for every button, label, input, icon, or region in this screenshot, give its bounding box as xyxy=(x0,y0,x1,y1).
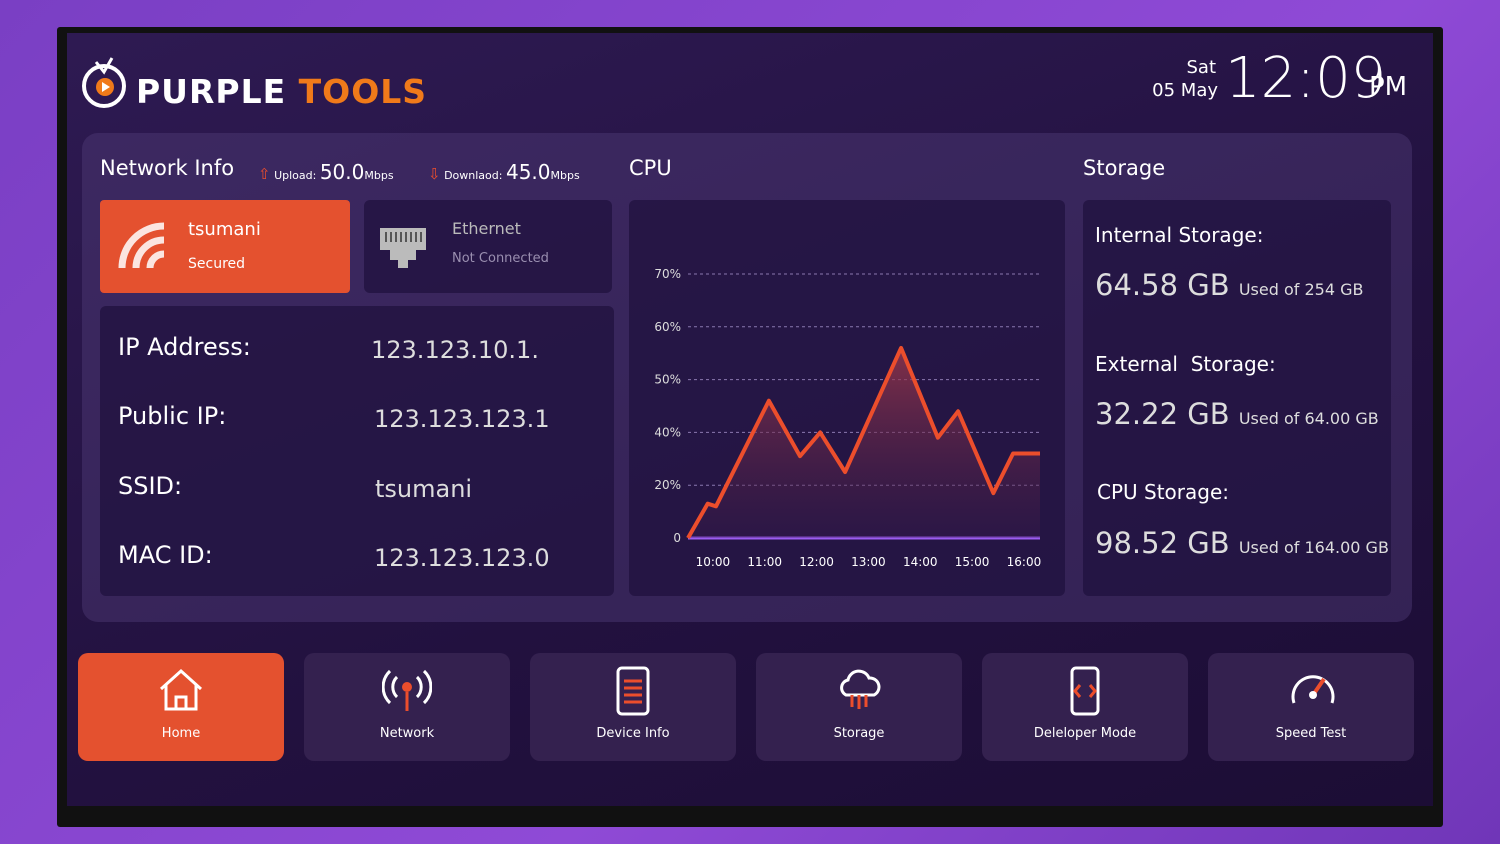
details-box: IP Address: 123.123.10.1. Public IP: 123… xyxy=(100,306,614,596)
total: Used of 164.00 GB xyxy=(1238,538,1389,557)
y-tick-label: 20% xyxy=(654,478,681,492)
logo-icon xyxy=(82,57,126,108)
used: 32.22 GB xyxy=(1095,397,1230,431)
download-unit: Mbps xyxy=(550,169,580,182)
nav-button[interactable]: Network xyxy=(304,653,510,761)
upload: ⇧ Upload: 50.0Mbps xyxy=(258,160,394,184)
detail-label: Public IP: xyxy=(118,402,227,430)
date: 05 May xyxy=(1152,80,1218,101)
nav-label: Network xyxy=(379,726,435,741)
x-tick-label: 10:00 xyxy=(696,555,731,569)
detail-value: 123.123.10.1. xyxy=(371,336,539,364)
home-icon xyxy=(159,668,203,711)
speed-icon xyxy=(1291,675,1335,704)
upload-unit: Mbps xyxy=(364,169,394,182)
detail-label: SSID: xyxy=(118,472,183,500)
ethernet-icon xyxy=(380,228,426,268)
brand-part2: TOOLS xyxy=(298,72,428,111)
storage-label: Internal Storage: xyxy=(1095,223,1264,247)
ampm: PM xyxy=(1369,72,1408,102)
download-label: Downlaod: xyxy=(444,169,503,182)
wifi-icon xyxy=(118,222,165,269)
total: Used of 64.00 GB xyxy=(1238,409,1379,428)
ethernet-card[interactable]: Ethernet Not Connected xyxy=(364,200,612,293)
ethernet-name: Ethernet xyxy=(452,219,521,238)
x-tick-label: 15:00 xyxy=(955,555,990,569)
storage-label: External Storage: xyxy=(1095,352,1276,376)
section-title: Network Info xyxy=(100,156,235,180)
nav-label: Storage xyxy=(833,726,885,741)
wifi-name: tsumani xyxy=(188,219,261,240)
nav-button[interactable]: Home xyxy=(78,653,284,761)
storage-used: 98.52 GB Used of 164.00 GB xyxy=(1095,526,1389,560)
upload-value: 50.0 xyxy=(319,160,365,184)
used: 64.58 GB xyxy=(1095,268,1230,302)
x-tick-label: 16:00 xyxy=(1007,555,1042,569)
total: Used of 254 GB xyxy=(1238,280,1364,299)
download-value: 45.0 xyxy=(505,160,551,184)
brand: PURPLE TOOLS xyxy=(136,72,427,111)
storage-used: 64.58 GB Used of 254 GB xyxy=(1095,268,1363,302)
x-tick-label: 13:00 xyxy=(851,555,886,569)
detail-value: 123.123.123.0 xyxy=(374,544,550,572)
detail-label: MAC ID: xyxy=(118,541,213,569)
y-tick-label: 50% xyxy=(654,373,681,387)
x-tick-label: 11:00 xyxy=(747,555,782,569)
used: 98.52 GB xyxy=(1095,526,1230,560)
ethernet-status: Not Connected xyxy=(452,251,549,266)
cpu-area xyxy=(688,347,1040,538)
y-tick-label: 70% xyxy=(654,267,681,281)
network-icon xyxy=(382,669,432,711)
nav-label: Home xyxy=(161,726,201,741)
storage-used: 32.22 GB Used of 64.00 GB xyxy=(1095,397,1379,431)
section-title: CPU xyxy=(629,156,672,180)
time: 12:09 xyxy=(1225,46,1387,111)
wifi-status: Secured xyxy=(188,256,246,272)
storage-box: Internal Storage: 64.58 GB Used of 254 G… xyxy=(1083,200,1391,596)
download: ⇩ Downlaod: 45.0Mbps xyxy=(428,160,580,184)
nav-label: Speed Test xyxy=(1275,726,1347,741)
detail-value: tsumani xyxy=(375,475,473,503)
device-icon xyxy=(616,666,650,716)
wifi-card[interactable]: tsumani Secured xyxy=(100,200,350,293)
nav-button[interactable]: Deleloper Mode xyxy=(982,653,1188,761)
cpu-line xyxy=(686,345,1040,539)
y-tick-label: 60% xyxy=(654,320,681,334)
day: Sat xyxy=(1186,57,1216,78)
y-tick-label: 40% xyxy=(654,425,681,439)
nav-button[interactable]: Device Info xyxy=(530,653,736,761)
nav-button[interactable]: Storage xyxy=(756,653,962,761)
section-title: Storage xyxy=(1083,156,1166,180)
cpu-chart: 0 20% 40% 50% 60% 70% 10:00 11:00 12:00 13:00 14:0… xyxy=(654,267,1042,569)
brand-part1: PURPLE xyxy=(136,72,287,111)
nav-button[interactable]: Speed Test xyxy=(1208,653,1414,761)
detail-value: 123.123.123.1 xyxy=(374,405,550,433)
upload-label: Upload: xyxy=(274,169,317,182)
x-tick-label: 12:00 xyxy=(799,555,834,569)
y-tick-label: 0 xyxy=(673,531,681,545)
detail-label: IP Address: xyxy=(118,333,251,361)
x-tick-label: 14:00 xyxy=(903,555,938,569)
nav-label: Deleloper Mode xyxy=(1033,726,1137,741)
storage-icon xyxy=(840,669,881,709)
nav-label: Device Info xyxy=(596,726,670,741)
developer-icon xyxy=(1070,666,1100,716)
storage-label: CPU Storage: xyxy=(1097,480,1230,504)
